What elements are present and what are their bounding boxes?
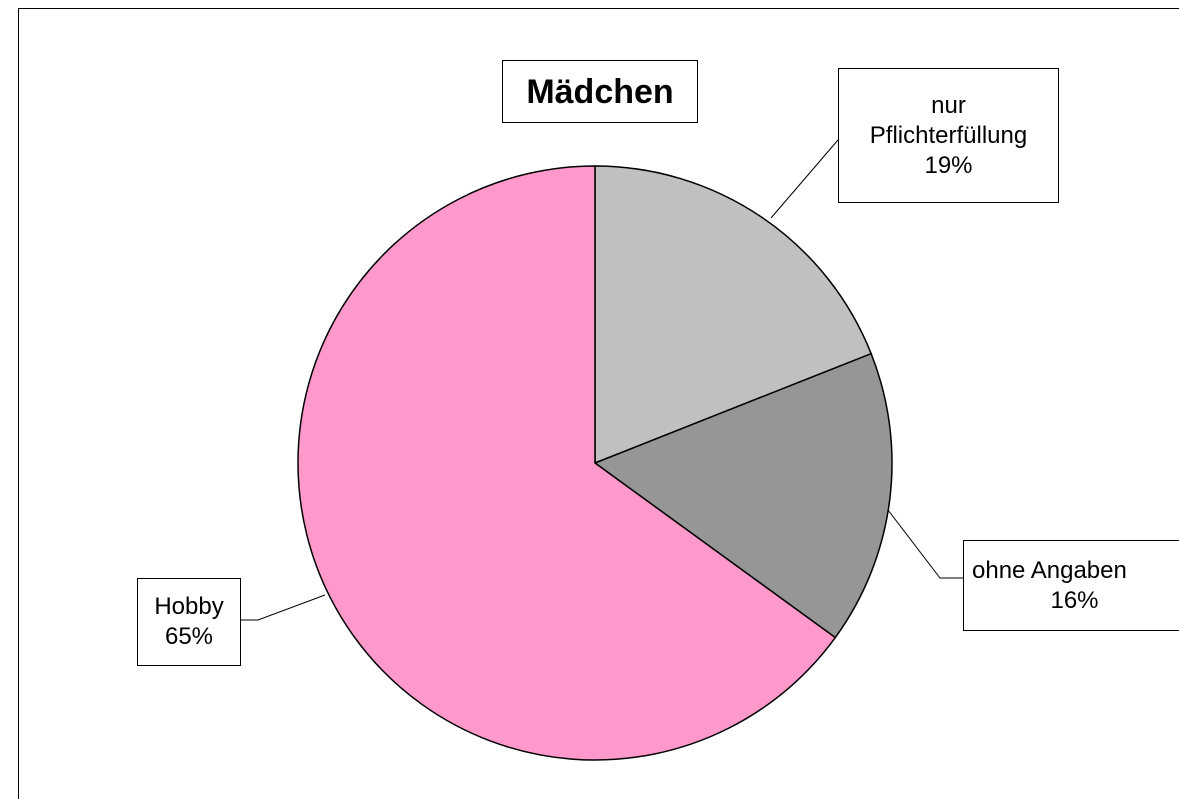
value-label: 16%	[1050, 586, 1099, 614]
data-label-box: ohne Angaben 16%	[963, 540, 1179, 631]
pie	[297, 165, 893, 761]
slice-label: ohne Angaben	[972, 556, 1127, 584]
value-label: 65%	[164, 623, 214, 650]
pie-slice	[593, 352, 893, 639]
value-label: 19%	[924, 151, 973, 179]
slice-label: nur Pflichterfüllung	[869, 91, 1028, 149]
pie-slice	[594, 165, 873, 465]
leader-line	[770, 139, 839, 219]
chart-title: Mädchen	[502, 60, 698, 123]
data-label-box: Hobby 65%	[137, 578, 241, 666]
pie-slice	[297, 165, 837, 761]
data-label-box: nur Pflichterfüllung 19%	[838, 68, 1059, 203]
leader-line	[240, 594, 326, 621]
slice-label: Hobby	[154, 593, 224, 620]
leader-line	[887, 509, 963, 579]
